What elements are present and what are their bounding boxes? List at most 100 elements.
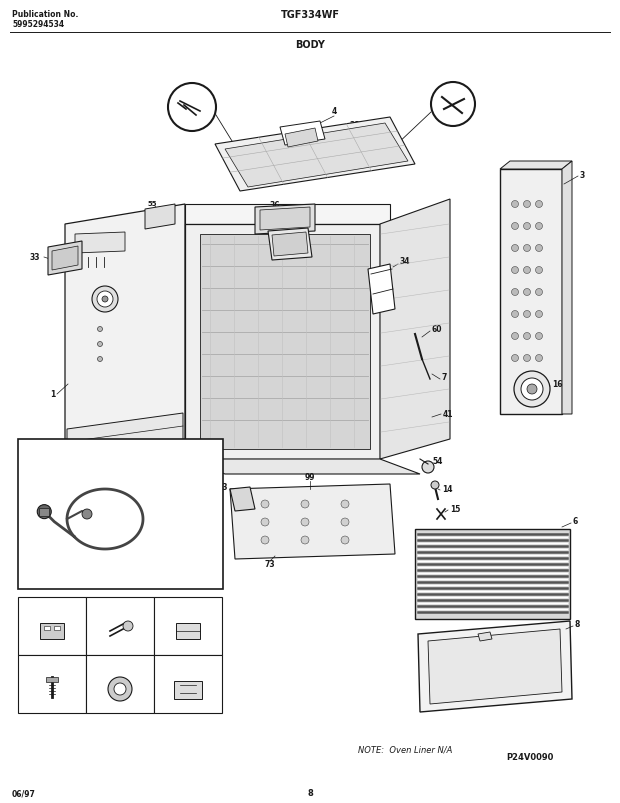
Circle shape: [108, 677, 132, 701]
Text: 73: 73: [265, 560, 275, 569]
Polygon shape: [48, 242, 82, 275]
Bar: [154, 655, 222, 713]
Text: 60: 60: [432, 325, 443, 334]
Text: eReplacementParts.com: eReplacementParts.com: [228, 414, 363, 425]
Circle shape: [301, 536, 309, 544]
Text: 33: 33: [30, 253, 40, 262]
Circle shape: [523, 202, 531, 208]
Circle shape: [523, 223, 531, 230]
Circle shape: [523, 245, 531, 252]
Circle shape: [123, 622, 133, 631]
Text: 36: 36: [270, 200, 280, 210]
Polygon shape: [52, 247, 78, 271]
Circle shape: [512, 223, 518, 230]
Text: 55: 55: [148, 201, 157, 206]
Text: 6: 6: [573, 517, 578, 526]
Text: 14: 14: [442, 485, 453, 494]
Polygon shape: [260, 208, 310, 230]
Bar: [39, 508, 49, 516]
Circle shape: [512, 289, 518, 296]
Text: 06/97: 06/97: [12, 789, 36, 797]
Circle shape: [82, 509, 92, 520]
Polygon shape: [478, 632, 492, 642]
Text: 30A: 30A: [185, 117, 200, 123]
Circle shape: [512, 245, 518, 252]
Circle shape: [301, 500, 309, 508]
Circle shape: [536, 311, 542, 318]
Polygon shape: [145, 205, 175, 230]
Circle shape: [523, 355, 531, 362]
Text: 58A: 58A: [202, 459, 218, 468]
Circle shape: [261, 536, 269, 544]
Circle shape: [341, 536, 349, 544]
Polygon shape: [380, 200, 450, 459]
Polygon shape: [562, 161, 572, 414]
Bar: [86, 597, 154, 655]
Polygon shape: [215, 118, 415, 192]
Circle shape: [523, 289, 531, 296]
Text: 8: 8: [307, 789, 313, 797]
Polygon shape: [255, 205, 315, 234]
Bar: [18, 597, 86, 655]
Text: P24V0090: P24V0090: [507, 752, 554, 761]
Bar: [154, 597, 222, 655]
Text: NOTE:  Oven Liner N/A: NOTE: Oven Liner N/A: [358, 744, 453, 753]
Polygon shape: [200, 234, 370, 450]
Circle shape: [92, 287, 118, 312]
Circle shape: [512, 333, 518, 340]
Polygon shape: [368, 265, 395, 315]
Bar: [46, 677, 58, 683]
Polygon shape: [500, 161, 572, 169]
Polygon shape: [418, 622, 572, 712]
Polygon shape: [75, 233, 125, 254]
Circle shape: [97, 291, 113, 308]
Bar: [18, 655, 86, 713]
Bar: [174, 681, 202, 699]
Bar: [44, 626, 50, 630]
Polygon shape: [280, 122, 325, 146]
Circle shape: [261, 500, 269, 508]
Text: 39: 39: [185, 439, 195, 448]
Polygon shape: [285, 128, 318, 148]
Circle shape: [512, 202, 518, 208]
Text: 93: 93: [218, 483, 228, 492]
Text: 99: 99: [305, 473, 315, 482]
Text: 3: 3: [580, 170, 585, 179]
Text: 27: 27: [94, 604, 104, 610]
Circle shape: [512, 355, 518, 362]
Polygon shape: [230, 484, 395, 560]
Bar: [86, 655, 154, 713]
Circle shape: [97, 357, 102, 362]
Text: 30: 30: [436, 115, 446, 120]
Bar: [415, 529, 570, 619]
Circle shape: [536, 333, 542, 340]
Circle shape: [168, 84, 216, 132]
Text: 41: 41: [443, 410, 453, 419]
Text: 43: 43: [26, 662, 36, 668]
Text: 34: 34: [400, 257, 410, 266]
Polygon shape: [500, 169, 562, 414]
Bar: [18, 439, 223, 589]
Circle shape: [97, 327, 102, 332]
Text: 7: 7: [442, 373, 448, 382]
Polygon shape: [268, 229, 312, 261]
Circle shape: [261, 519, 269, 526]
Text: 44: 44: [94, 662, 104, 668]
Bar: [54, 626, 60, 630]
Text: 48: 48: [162, 662, 172, 668]
Bar: [40, 623, 64, 639]
Polygon shape: [185, 205, 390, 225]
Circle shape: [102, 296, 108, 303]
Circle shape: [341, 519, 349, 526]
Circle shape: [536, 289, 542, 296]
Circle shape: [512, 311, 518, 318]
Polygon shape: [225, 124, 408, 188]
Text: 15: 15: [450, 505, 461, 514]
Text: 1: 1: [50, 390, 56, 399]
Text: 54: 54: [432, 457, 443, 466]
Circle shape: [431, 83, 475, 127]
Text: 28: 28: [162, 604, 172, 610]
Polygon shape: [185, 225, 380, 459]
Text: 28: 28: [350, 120, 360, 129]
Circle shape: [536, 267, 542, 274]
